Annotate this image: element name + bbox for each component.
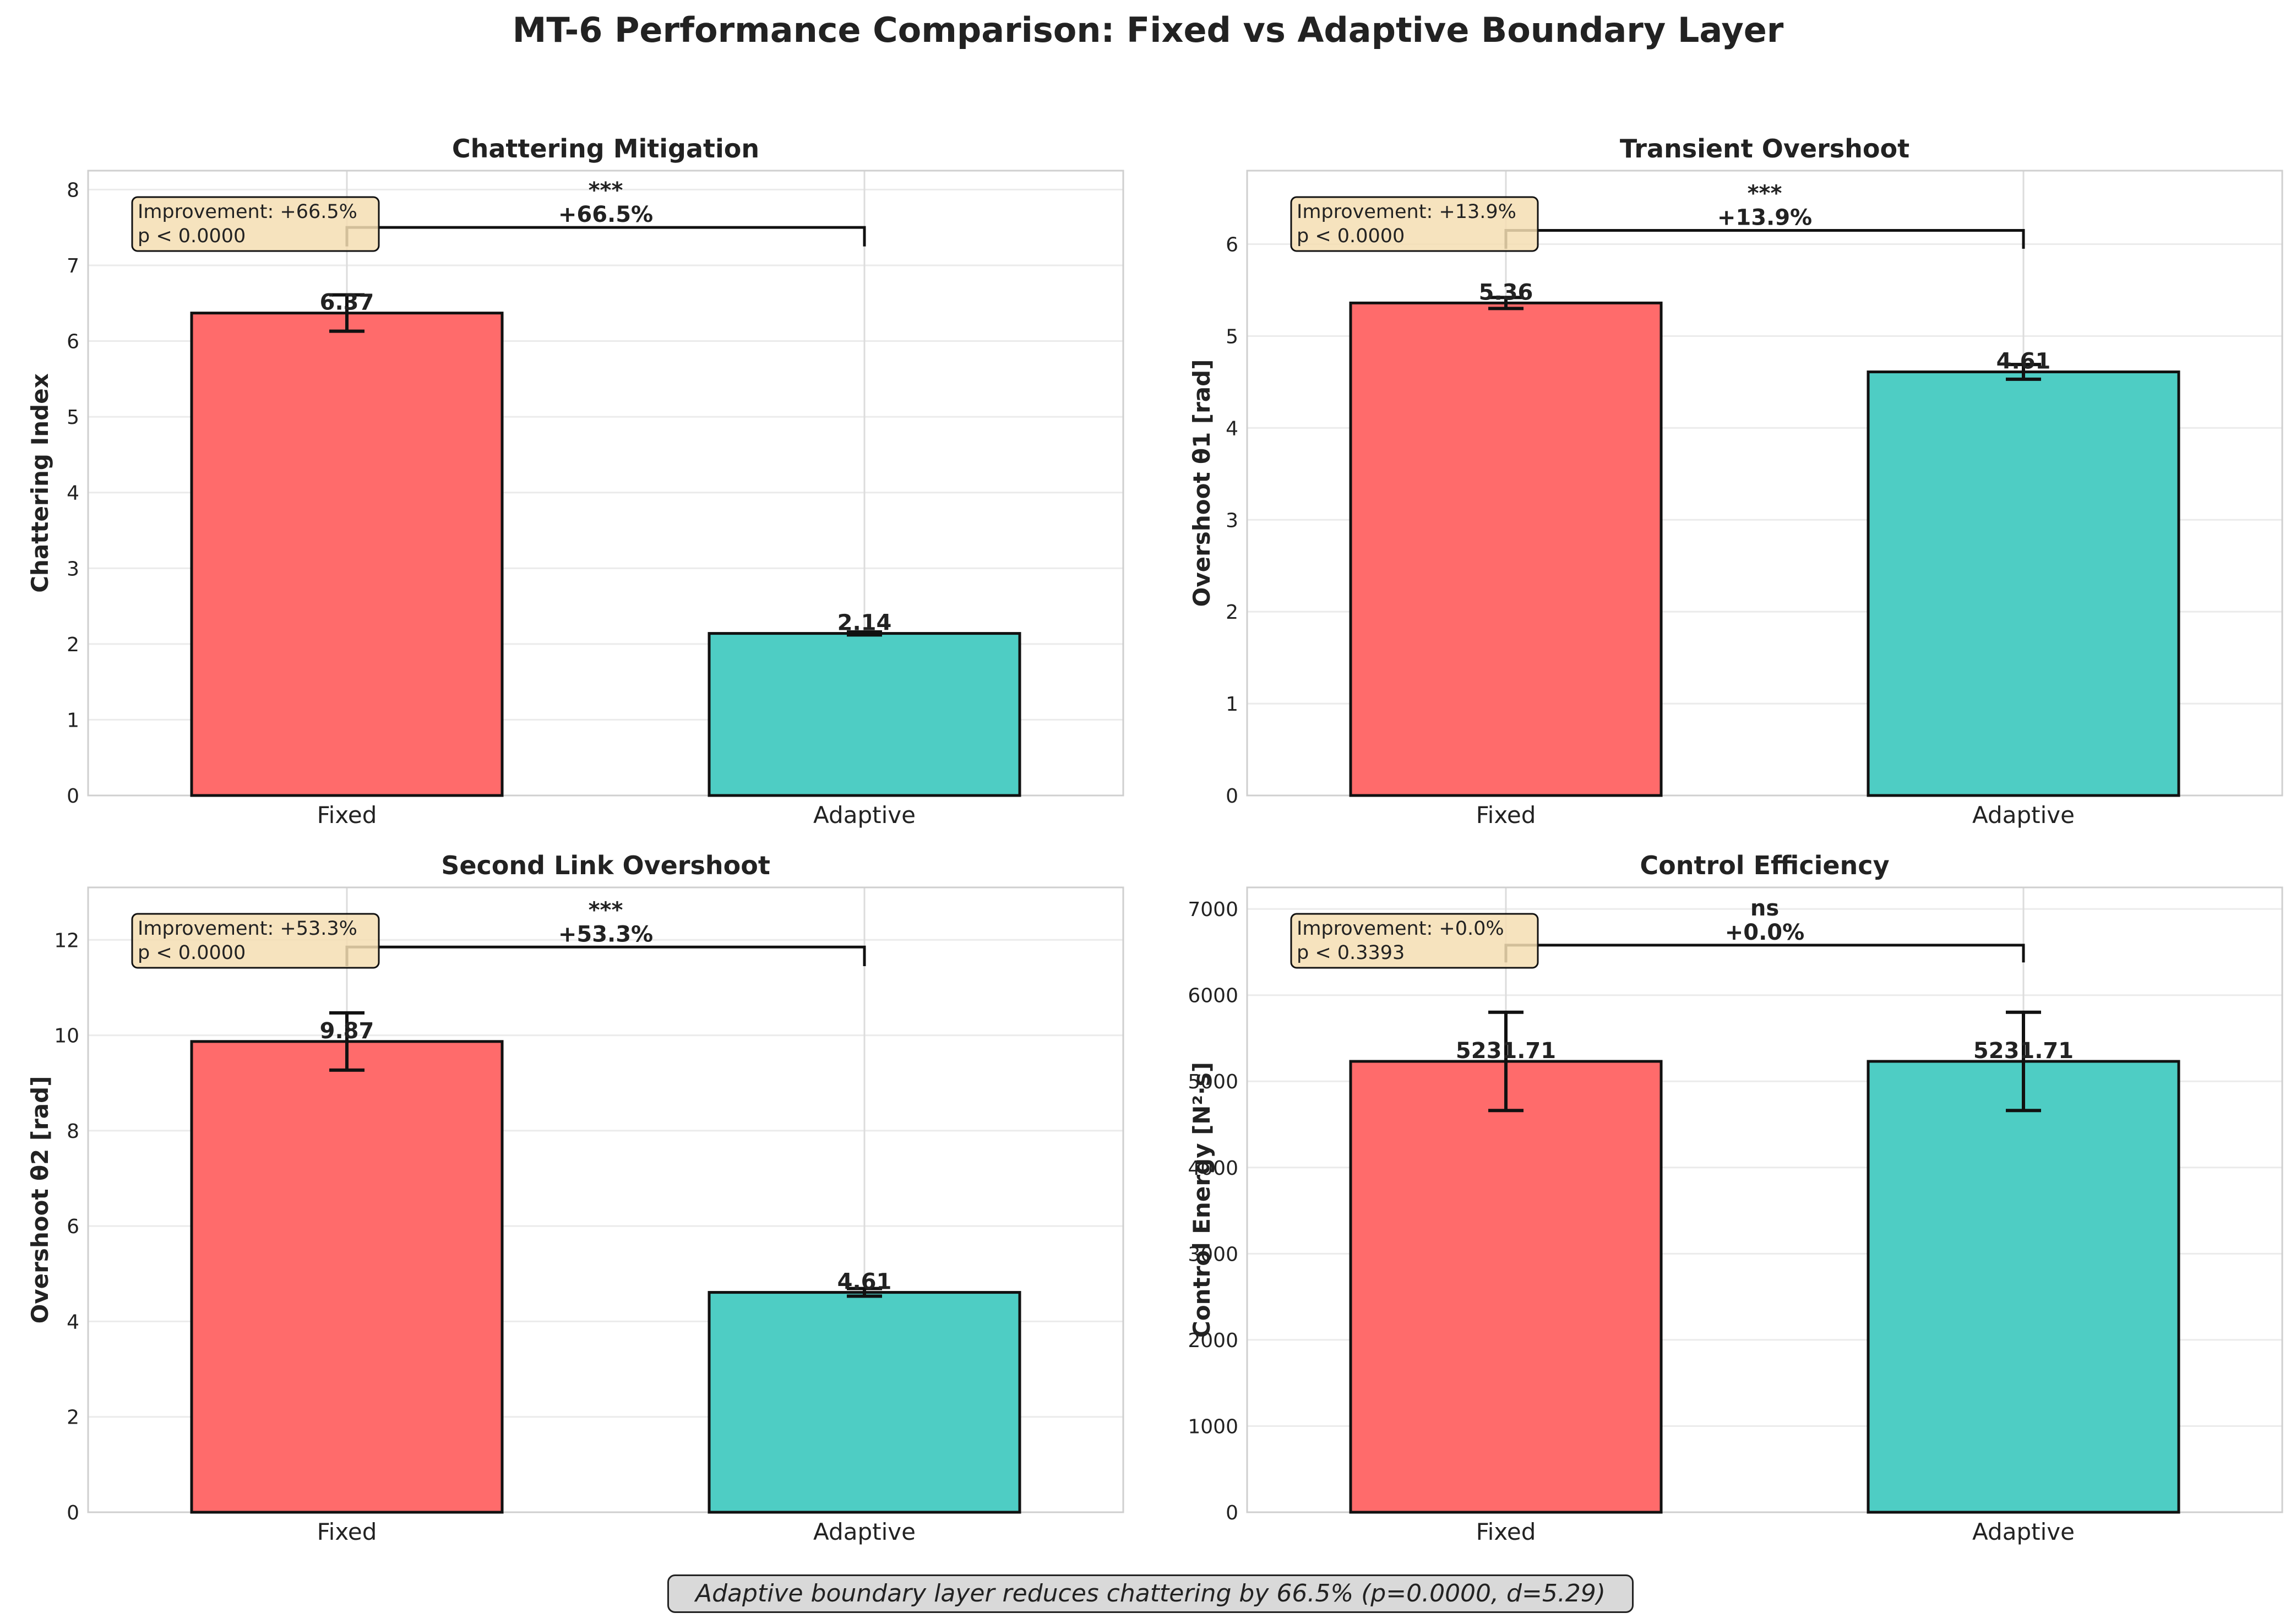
panel-second-link-overshoot: 9.87 4.61 ***+53.3% Improvement: +53.3%p < … [26, 851, 1124, 1545]
y-tick-label: 6000 [1188, 985, 1238, 1007]
improvement-text: Improvement: +53.3% [138, 918, 357, 940]
significance-stars: *** [1748, 181, 1782, 206]
y-tick-label: 3 [67, 558, 79, 580]
plot-frame [1246, 886, 2283, 1513]
footer-note: Adaptive boundary layer reduces chatteri… [667, 1574, 1634, 1613]
panel-title: Chattering Mitigation [452, 134, 759, 164]
bar-fixed [190, 312, 504, 797]
significance-stars: ns [1750, 896, 1779, 921]
bar-value-label: 4.61 [1996, 349, 2051, 374]
plot-frame [1246, 170, 2283, 797]
y-tick-label: 2 [67, 634, 79, 656]
panel-title: Control Efficiency [1640, 851, 1889, 880]
y-tick-label: 5 [67, 406, 79, 429]
bar-value-label: 6.37 [320, 290, 374, 315]
bar-adaptive [708, 632, 1021, 797]
improvement-text: Improvement: +0.0% [1297, 918, 1504, 940]
y-tick-label: 6 [1226, 234, 1238, 257]
y-tick-label: 7000 [1188, 898, 1238, 921]
y-tick-label: 3 [1226, 509, 1238, 532]
x-tick-label: Fixed [1476, 1518, 1536, 1545]
y-tick-label: 8 [67, 1120, 79, 1143]
difference-label: +53.3% [558, 922, 653, 947]
improvement-box [1290, 913, 1539, 969]
improvement-text: p < 0.3393 [1297, 942, 1405, 964]
bar-value-label: 4.61 [837, 1269, 892, 1295]
difference-label: +13.9% [1717, 205, 1812, 230]
significance-stars: *** [589, 178, 623, 203]
y-tick-label: 6 [67, 1216, 79, 1238]
y-tick-label: 1 [67, 709, 79, 732]
panel-title: Transient Overshoot [1620, 134, 1909, 164]
y-tick-label: 3000 [1188, 1243, 1238, 1266]
improvement-text: Improvement: +13.9% [1297, 201, 1516, 223]
y-axis-label: Overshoot θ2 [rad] [26, 1076, 53, 1324]
y-tick-label: 0 [67, 785, 79, 808]
bar-adaptive [1867, 1060, 2180, 1514]
bar-value-label: 9.87 [320, 1018, 374, 1044]
y-tick-label: 5000 [1188, 1071, 1238, 1093]
x-tick-label: Fixed [317, 1518, 377, 1545]
y-axis-label: Chattering Index [26, 373, 53, 593]
bar-value-label: 2.14 [837, 611, 892, 636]
y-axis-label: Control Energy [N²·s] [1188, 1062, 1215, 1338]
bar-adaptive [708, 1291, 1021, 1514]
bar-fixed [1349, 301, 1663, 797]
y-tick-label: 4 [67, 482, 79, 505]
y-tick-label: 7 [67, 255, 79, 277]
improvement-text: p < 0.0000 [138, 942, 246, 964]
panel-title: Second Link Overshoot [441, 851, 770, 880]
significance-stars: *** [589, 897, 623, 923]
y-axis-label: Overshoot θ1 [rad] [1188, 359, 1215, 607]
y-tick-label: 0 [1226, 785, 1238, 808]
panel-control-efficiency: 5231.71 5231.71 ns+0.0% Improvement: +0.0%p… [1188, 851, 2283, 1545]
x-tick-label: Fixed [1476, 802, 1536, 829]
improvement-box [1290, 196, 1539, 252]
y-tick-label: 2 [1226, 601, 1238, 624]
improvement-text: Improvement: +66.5% [138, 201, 357, 223]
difference-label: +0.0% [1725, 920, 1804, 945]
y-tick-label: 4 [1226, 417, 1238, 440]
y-tick-label: 2000 [1188, 1329, 1238, 1352]
improvement-text: p < 0.0000 [1297, 225, 1405, 247]
y-tick-label: 0 [1226, 1502, 1238, 1524]
y-tick-label: 0 [67, 1502, 79, 1524]
plot-frame [87, 886, 1124, 1513]
panel-transient-overshoot: 5.36 4.61 ***+13.9% Improvement: +13.9%p < … [1188, 134, 2283, 829]
bar-fixed [1349, 1060, 1663, 1514]
improvement-box [131, 196, 380, 252]
y-tick-label: 1000 [1188, 1415, 1238, 1438]
improvement-text: p < 0.0000 [138, 225, 246, 247]
x-tick-label: Adaptive [813, 1518, 916, 1545]
x-tick-label: Adaptive [1972, 802, 2075, 829]
y-tick-label: 4 [67, 1311, 79, 1333]
x-tick-label: Fixed [317, 802, 377, 829]
bar-value-label: 5.36 [1479, 280, 1533, 305]
difference-label: +66.5% [558, 202, 653, 227]
y-tick-label: 5 [1226, 325, 1238, 348]
y-tick-label: 12 [54, 929, 79, 952]
y-tick-label: 2 [67, 1407, 79, 1429]
figure-title: MT-6 Performance Comparison: Fixed vs Ad… [512, 10, 1784, 50]
y-tick-label: 4000 [1188, 1157, 1238, 1180]
y-tick-label: 1 [1226, 693, 1238, 716]
y-tick-label: 8 [67, 179, 79, 201]
y-tick-label: 6 [67, 331, 79, 353]
bar-fixed [190, 1040, 504, 1514]
improvement-box [131, 913, 380, 969]
x-tick-label: Adaptive [1972, 1518, 2075, 1545]
panel-chattering-mitigation: 6.37 2.14 ***+66.5% Improvement: +66.5%p < … [26, 134, 1124, 829]
x-tick-label: Adaptive [813, 802, 916, 829]
bar-value-label: 5231.71 [1456, 1038, 1556, 1064]
y-tick-label: 10 [54, 1025, 79, 1048]
bar-adaptive [1867, 370, 2180, 797]
bar-value-label: 5231.71 [1973, 1038, 2074, 1064]
plot-frame [87, 170, 1124, 797]
